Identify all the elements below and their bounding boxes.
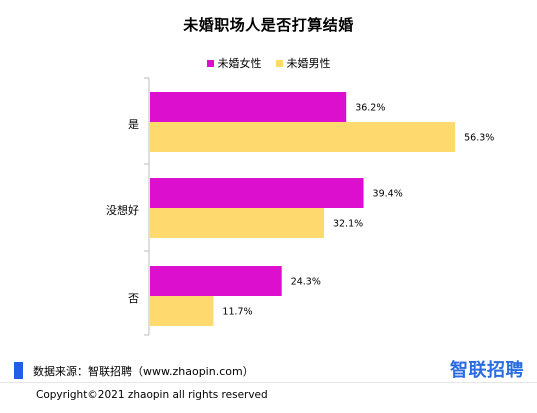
data-label: 39.4% [373,189,403,200]
data-label: 36.2% [355,103,385,114]
chart-title: 未婚职场人是否打算结婚 [183,16,354,34]
footer-divider [0,382,537,383]
legend: 未婚女性 未婚男性 [0,55,537,71]
bar-male [150,122,456,152]
copyright-text: Copyright©2021 zhaopin all rights reserv… [36,389,268,401]
legend-label-female: 未婚女性 [217,57,262,70]
data-source: 数据来源：智联招聘（www.zhaopin.com） [14,362,254,379]
bar-female [150,92,347,122]
data-label: 56.3% [464,133,494,144]
category-label: 是 [128,118,139,131]
data-label: 32.1% [333,219,363,230]
brand-logo: 智联招聘 [450,360,524,381]
legend-swatch-female [206,59,214,67]
legend-item-female: 未婚女性 [206,55,262,71]
data-label: 11.7% [222,307,252,318]
bar-male [150,296,214,326]
source-text: 数据来源：智联招聘（www.zhaopin.com） [33,364,254,378]
data-label: 24.3% [291,277,321,288]
legend-swatch-male [275,59,283,67]
bar-female [150,266,282,296]
bar-male [150,208,324,238]
source-marker [14,362,23,379]
legend-label-male: 未婚男性 [286,57,331,70]
legend-item-male: 未婚男性 [275,55,331,71]
category-label: 没想好 [106,203,139,217]
bar-female [150,178,364,208]
category-label: 否 [128,292,139,305]
